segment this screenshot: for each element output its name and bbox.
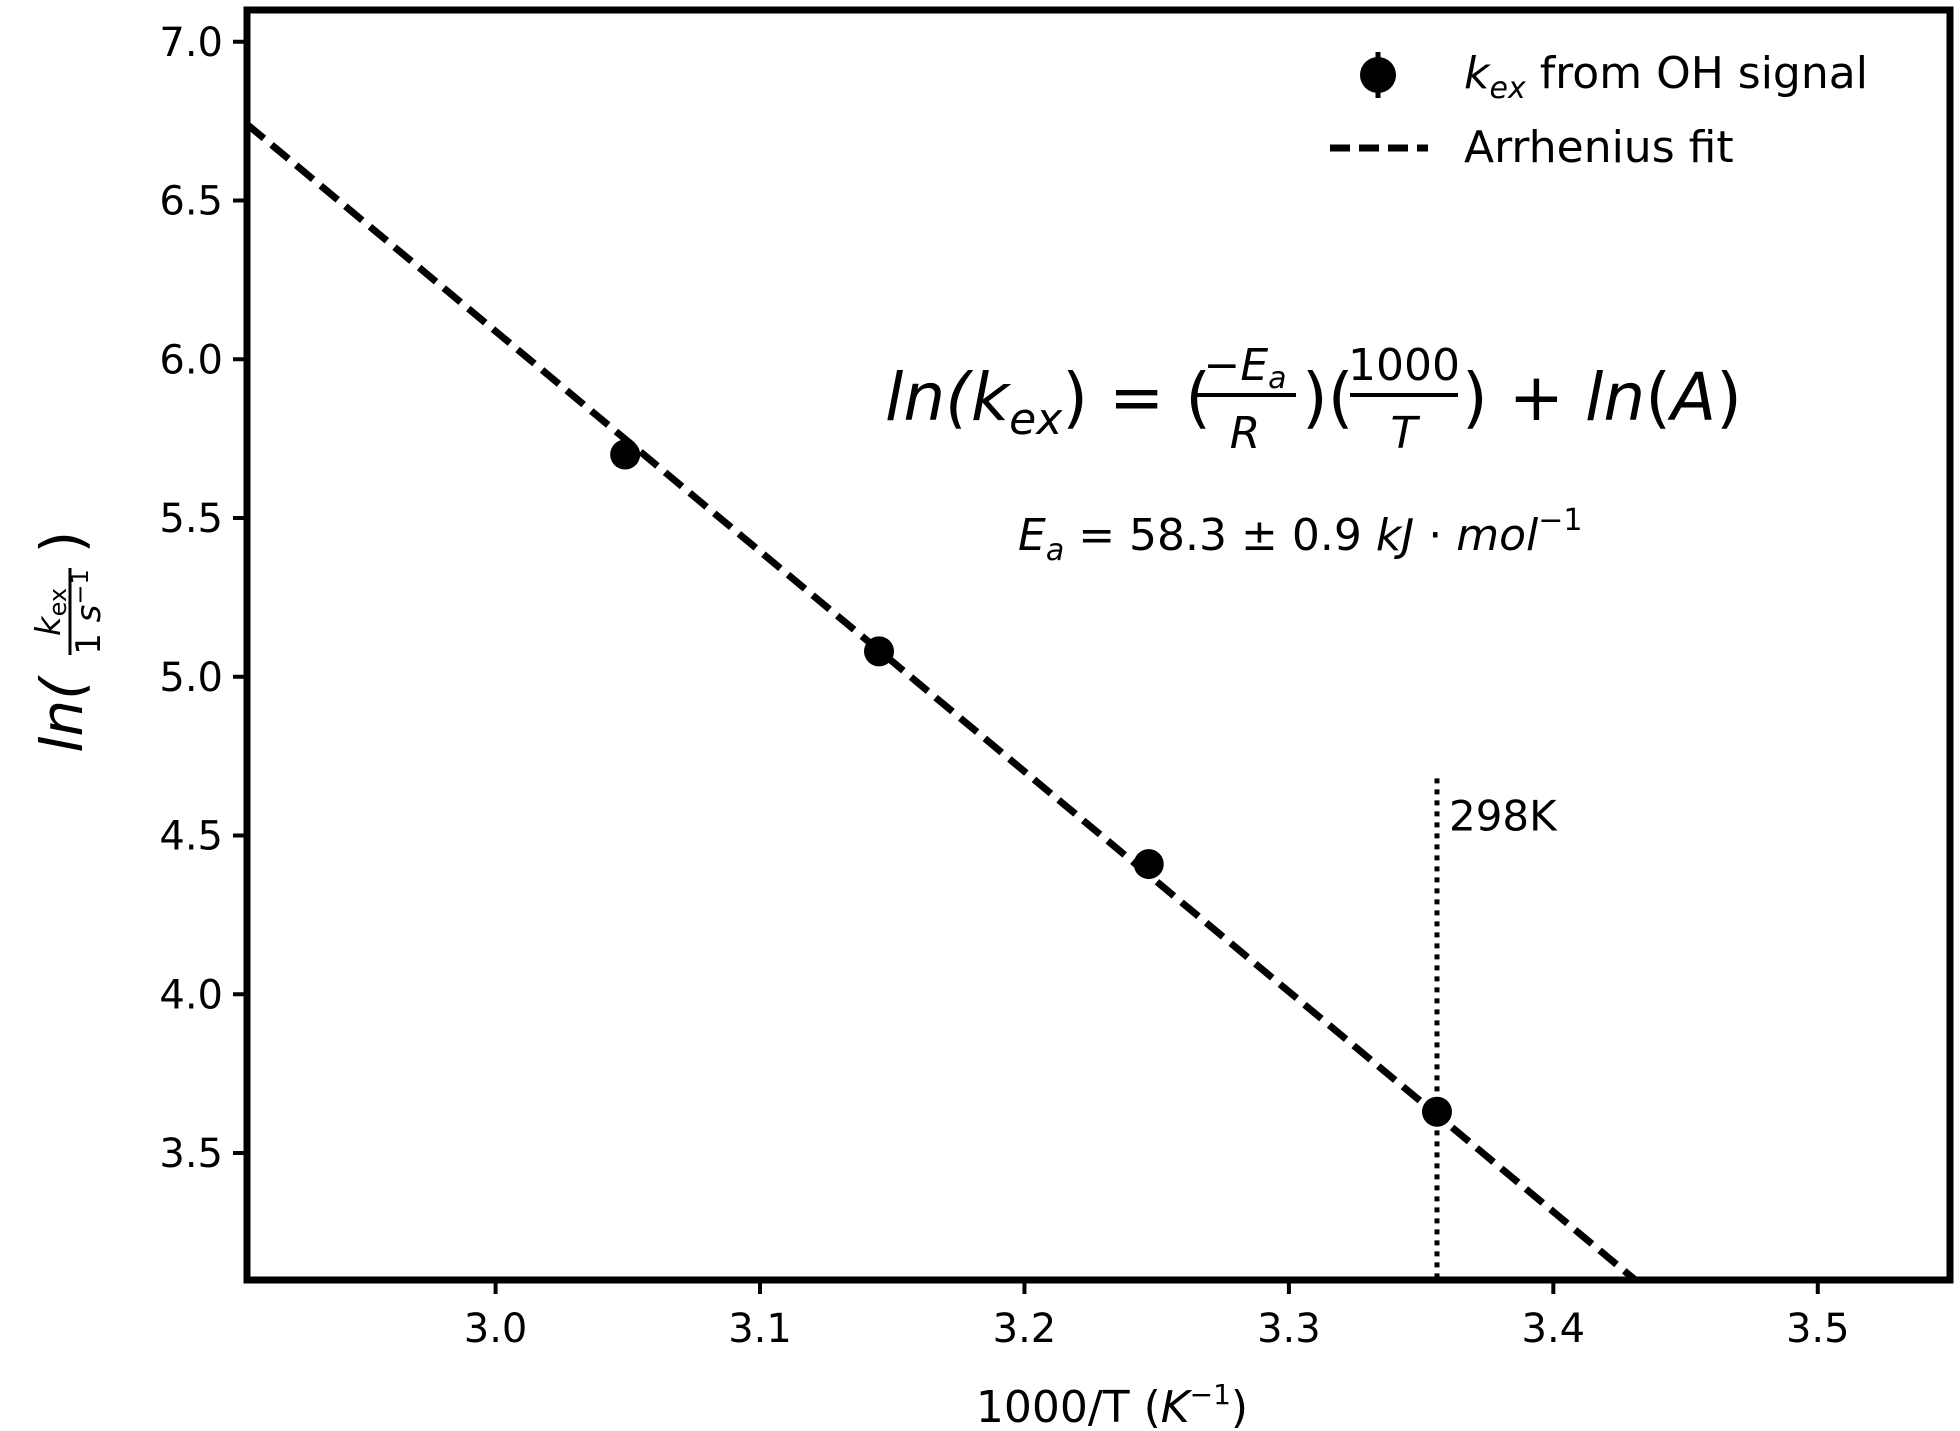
- activation-energy-annotation: Ea = 58.3 ± 0.9 kJ · mol−1: [1018, 503, 1583, 568]
- svg-text:−Ea: −Ea: [1203, 340, 1286, 396]
- svg-text:1 s−1: 1 s−1: [66, 569, 109, 655]
- legend-label-fit: Arrhenius fit: [1464, 122, 1734, 173]
- x-axis-ticks: 3.0 3.1 3.2 3.3 3.4 3.5: [464, 1280, 1850, 1352]
- x-tick-label: 3.4: [1522, 1306, 1586, 1352]
- x-tick-label: 3.0: [464, 1306, 528, 1352]
- legend-marker-points: [1360, 52, 1396, 98]
- data-point: [610, 439, 641, 470]
- x-tick-label: 3.3: [1257, 1306, 1321, 1352]
- legend-label-points: kex from OH signal: [1464, 48, 1868, 106]
- arrhenius-fit-line: [247, 121, 1638, 1280]
- legend: kex from OH signal Arrhenius fit: [1330, 48, 1868, 173]
- plot-frame: [243, 6, 1954, 1284]
- x-tick-label: 3.2: [993, 1306, 1057, 1352]
- data-point: [864, 636, 895, 667]
- y-axis-ticks: 3.5 4.0 4.5 5.0 5.5 6.0 6.5 7.0: [159, 20, 247, 1177]
- x-axis-title: 1000/T (K−1): [976, 1378, 1248, 1431]
- y-tick-label: 3.5: [159, 1131, 223, 1177]
- svg-text:ln(kex) = (: ln(kex) = (: [885, 359, 1211, 445]
- reference-line-label: 298K: [1449, 791, 1558, 840]
- y-tick-label: 4.5: [159, 814, 223, 860]
- svg-text:ln(: ln(: [28, 675, 96, 753]
- y-tick-label: 6.5: [159, 179, 223, 225]
- y-tick-label: 6.0: [159, 337, 223, 383]
- svg-text:R: R: [1230, 408, 1261, 459]
- x-tick-label: 3.1: [728, 1306, 792, 1352]
- y-tick-label: 5.5: [159, 496, 223, 542]
- svg-text:) + ln(A): ) + ln(A): [1462, 359, 1742, 436]
- data-point: [1133, 849, 1164, 880]
- data-point: [1421, 1096, 1452, 1127]
- svg-text:T: T: [1391, 408, 1421, 459]
- data-points: [610, 439, 1452, 1127]
- y-tick-label: 5.0: [159, 655, 223, 701]
- svg-text:): ): [28, 531, 96, 554]
- svg-text:1000: 1000: [1348, 340, 1460, 391]
- y-axis-title: ln( kex 1 s−1 ): [28, 531, 109, 753]
- x-tick-label: 3.5: [1786, 1306, 1850, 1352]
- y-tick-label: 4.0: [159, 972, 223, 1018]
- svg-text:)(: )(: [1302, 359, 1354, 436]
- y-tick-label: 7.0: [159, 20, 223, 66]
- equation-annotation: ln(kex) = ( −Ea R )( 1000 T ) + ln(A): [885, 340, 1742, 459]
